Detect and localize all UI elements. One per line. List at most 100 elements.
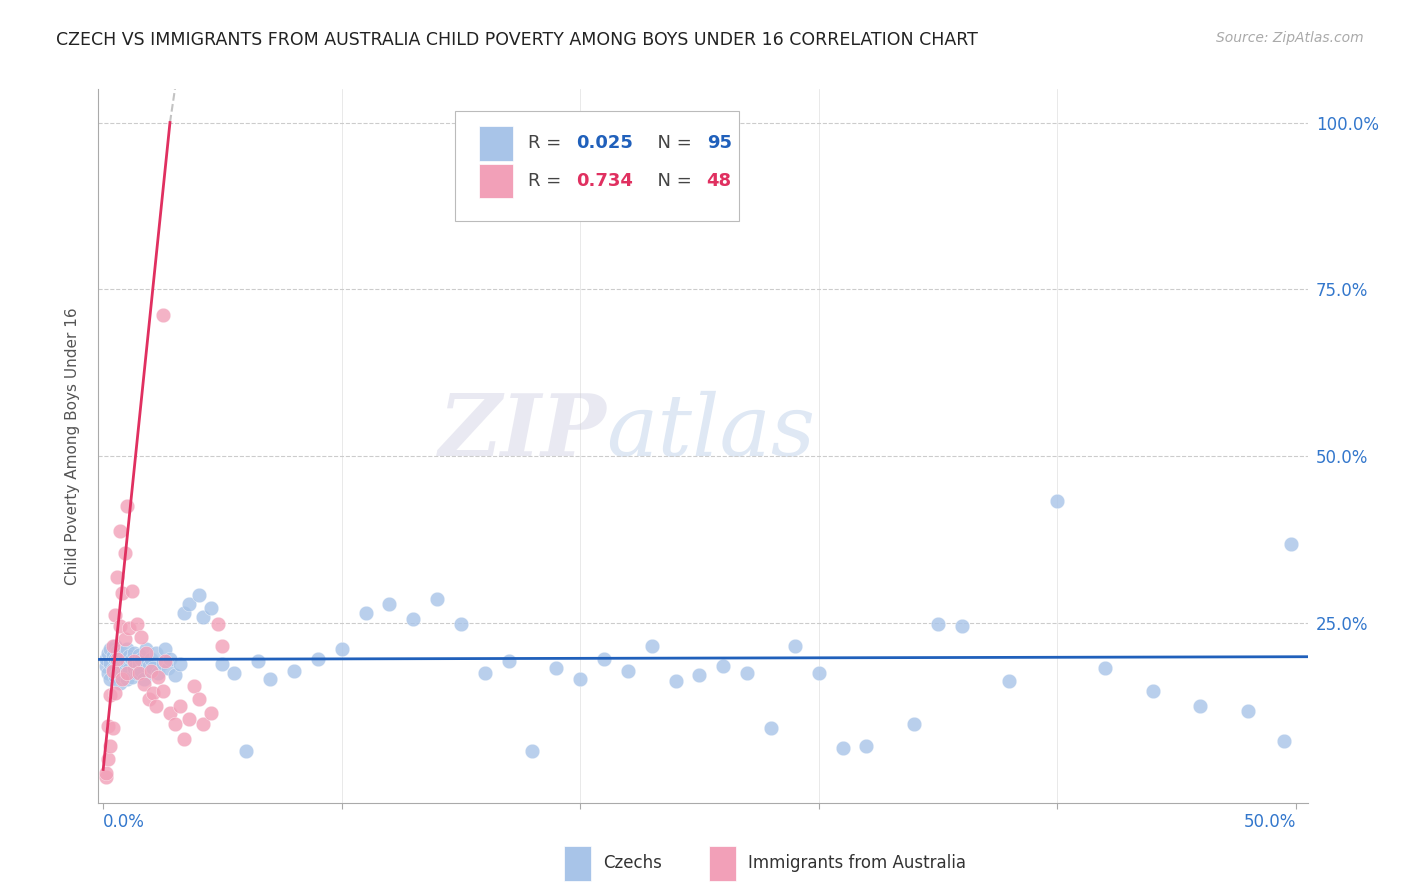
Point xyxy=(101,662,124,676)
Point xyxy=(153,642,176,657)
Point xyxy=(94,771,117,785)
Text: ZIP: ZIP xyxy=(439,390,606,474)
Point xyxy=(211,639,233,653)
Point xyxy=(1046,494,1069,508)
Text: Immigrants from Australia: Immigrants from Australia xyxy=(748,855,966,872)
Point xyxy=(118,621,141,635)
Text: R =: R = xyxy=(527,172,567,190)
Point xyxy=(108,675,131,690)
Point xyxy=(98,739,121,753)
Point xyxy=(152,656,174,670)
Text: 0.025: 0.025 xyxy=(576,135,633,153)
Point xyxy=(641,639,664,653)
Point xyxy=(108,619,131,633)
Text: N =: N = xyxy=(647,135,697,153)
Point xyxy=(224,665,246,680)
Point xyxy=(200,601,222,615)
Point xyxy=(125,617,148,632)
Point xyxy=(132,673,155,687)
Point xyxy=(163,717,186,731)
Point xyxy=(107,644,129,658)
Point xyxy=(593,652,616,666)
Text: Czechs: Czechs xyxy=(603,855,661,872)
Point xyxy=(145,646,167,660)
Point xyxy=(115,673,138,687)
Point xyxy=(1094,661,1116,675)
Point xyxy=(111,646,134,660)
Point xyxy=(1272,734,1295,748)
Point xyxy=(711,659,734,673)
Point xyxy=(111,657,134,671)
Text: 95: 95 xyxy=(707,135,731,153)
Point xyxy=(122,654,145,668)
Text: Source: ZipAtlas.com: Source: ZipAtlas.com xyxy=(1216,31,1364,45)
Point xyxy=(94,659,117,673)
Point xyxy=(307,652,329,666)
Point xyxy=(97,752,120,766)
Point xyxy=(98,673,121,687)
Point xyxy=(211,657,233,671)
Bar xyxy=(709,846,735,881)
Point xyxy=(104,686,127,700)
Point xyxy=(121,583,143,598)
Point xyxy=(183,679,205,693)
Point xyxy=(128,648,150,662)
Point xyxy=(101,649,124,664)
Point xyxy=(177,713,200,727)
Point xyxy=(132,677,155,691)
Point xyxy=(115,665,138,680)
Point xyxy=(426,592,449,607)
Point xyxy=(101,664,124,678)
Point xyxy=(1237,704,1260,718)
Point xyxy=(128,657,150,671)
Text: 0.0%: 0.0% xyxy=(103,813,145,830)
Point xyxy=(173,732,195,747)
Point xyxy=(664,674,686,689)
Point xyxy=(111,667,134,681)
Point xyxy=(402,612,425,626)
Point xyxy=(107,570,129,584)
Text: 50.0%: 50.0% xyxy=(1243,813,1296,830)
Point xyxy=(546,661,568,675)
Point xyxy=(98,642,121,657)
Point xyxy=(146,665,169,680)
Point xyxy=(156,661,179,675)
Point xyxy=(114,664,136,678)
Point xyxy=(128,665,150,680)
Point xyxy=(783,639,806,653)
Point xyxy=(125,665,148,680)
Point xyxy=(259,673,281,687)
Point xyxy=(101,639,124,653)
Point xyxy=(111,585,134,599)
Point xyxy=(98,656,121,670)
Bar xyxy=(564,846,591,881)
Point xyxy=(101,721,124,735)
Point xyxy=(193,610,215,624)
Point xyxy=(114,632,136,647)
FancyBboxPatch shape xyxy=(456,111,740,221)
Point xyxy=(450,617,472,632)
Point xyxy=(200,706,222,720)
Point xyxy=(122,646,145,660)
Point xyxy=(207,617,229,632)
Point xyxy=(139,652,162,666)
Point xyxy=(97,719,120,733)
Point xyxy=(177,597,200,611)
Point xyxy=(330,642,353,657)
Point xyxy=(142,686,165,700)
Point xyxy=(104,639,127,653)
Point xyxy=(522,744,544,758)
Text: N =: N = xyxy=(647,172,697,190)
Point xyxy=(193,717,215,731)
Point xyxy=(107,652,129,666)
Point xyxy=(159,652,181,666)
Point xyxy=(927,617,949,632)
Point xyxy=(163,667,186,681)
Point xyxy=(121,652,143,666)
Point xyxy=(138,659,160,673)
Point xyxy=(617,664,640,678)
Point xyxy=(998,674,1021,689)
Point xyxy=(104,652,127,666)
Text: atlas: atlas xyxy=(606,391,815,473)
Point xyxy=(1189,699,1212,714)
